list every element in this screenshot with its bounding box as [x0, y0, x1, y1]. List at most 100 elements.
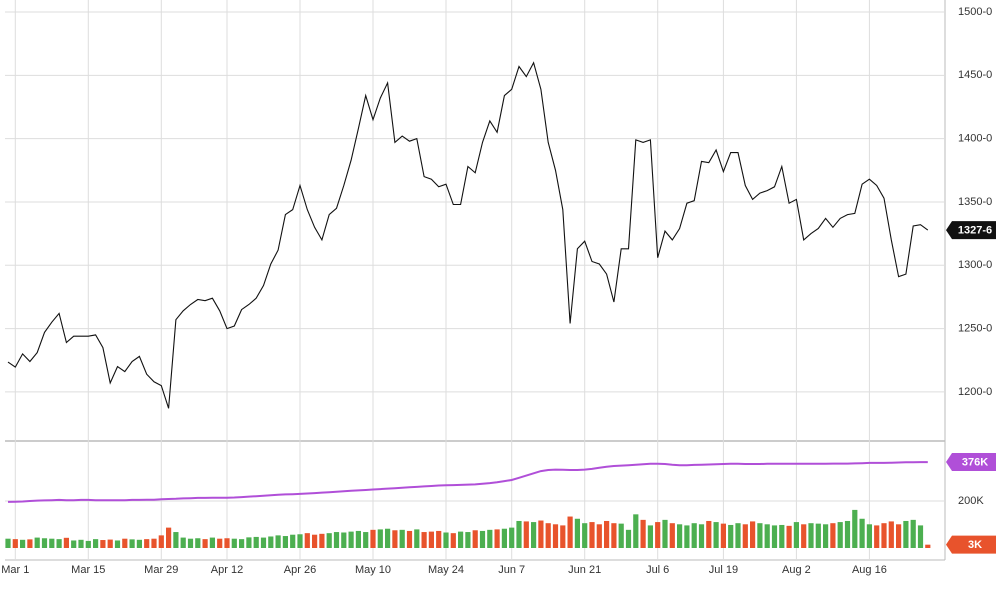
volume-bar: [268, 536, 274, 548]
volume-bar: [224, 538, 230, 548]
volume-bar: [655, 522, 661, 548]
volume-bar: [304, 533, 310, 548]
volume-bar: [604, 520, 610, 548]
volume-bar: [596, 524, 602, 548]
volume-bar: [494, 529, 500, 548]
x-tick-label: Apr 12: [211, 564, 243, 576]
volume-bar: [611, 523, 617, 548]
volume-bar: [173, 532, 179, 548]
x-tick-label: Jun 21: [568, 564, 601, 576]
volume-bar: [582, 523, 588, 548]
volume-bar: [487, 529, 493, 548]
volume-bar: [399, 529, 405, 548]
volume-bar: [450, 533, 456, 548]
x-tick-label: Jul 19: [709, 564, 738, 576]
volume-bar: [385, 528, 391, 548]
volume-bar: [217, 538, 223, 548]
volume-bar: [472, 530, 478, 548]
y-tick-label: 1450-0: [958, 69, 992, 81]
volume-bar: [523, 521, 529, 548]
volume-bar: [669, 523, 675, 548]
volume-bar: [202, 539, 208, 548]
volume-bar: [260, 537, 267, 548]
volume-bar: [312, 534, 318, 548]
x-tick-label: Aug 16: [852, 564, 887, 576]
volume-bar: [246, 537, 252, 548]
badge-label: 1327-6: [958, 225, 992, 237]
volume-bar: [78, 539, 84, 548]
y-tick-label: 1200-0: [958, 386, 992, 398]
volume-bar: [195, 538, 201, 548]
x-tick-label: Aug 2: [782, 564, 811, 576]
x-tick-label: Mar 29: [144, 564, 178, 576]
volume-bar: [114, 540, 121, 548]
volume-bar: [158, 535, 164, 548]
volume-bar: [85, 540, 91, 548]
x-tick-label: May 10: [355, 564, 391, 576]
volume-bar: [187, 538, 194, 548]
y-tick-label: 1500-0: [958, 6, 992, 18]
x-tick-label: Jul 6: [646, 564, 669, 576]
volume-bar: [392, 530, 398, 548]
volume-bar: [326, 533, 332, 548]
volume-bar: [509, 527, 515, 548]
volume-bar: [355, 530, 361, 548]
volume-bar: [896, 524, 902, 548]
volume-bar: [691, 523, 697, 548]
price-badge: [946, 453, 996, 472]
volume-bar: [815, 523, 821, 548]
volume-bar: [625, 529, 632, 548]
volume-bar: [647, 525, 653, 548]
volume-bar: [421, 532, 427, 548]
volume-bar: [501, 528, 507, 548]
y-tick-label: 1350-0: [958, 196, 992, 208]
x-tick-label: Mar 15: [71, 564, 105, 576]
volume-bar: [63, 537, 69, 548]
volume-bar: [465, 532, 471, 548]
volume-bar: [786, 525, 792, 548]
volume-bar: [866, 524, 872, 548]
x-tick-label: Jun 7: [498, 564, 525, 576]
volume-bar: [771, 525, 778, 548]
volume-bar: [12, 539, 18, 548]
y2-tick-label: 200K: [958, 495, 984, 507]
volume-bar: [41, 538, 48, 548]
volume-bar: [633, 514, 639, 548]
volume-bar: [144, 539, 150, 548]
y-tick-label: 1400-0: [958, 133, 992, 145]
price-line: [7, 61, 929, 409]
volume-bar: [370, 529, 376, 548]
volume-bar: [713, 522, 719, 548]
volume-bar: [297, 534, 303, 548]
volume-bar: [56, 539, 62, 548]
volume-bar: [151, 538, 157, 548]
volume-bar: [436, 530, 442, 548]
volume-bar: [764, 524, 770, 548]
volume-bar: [823, 524, 829, 548]
volume-bar: [589, 522, 595, 548]
volume-bar: [903, 520, 909, 548]
volume-bar: [706, 520, 712, 548]
volume-bar: [844, 520, 851, 548]
y-tick-label: 1300-0: [958, 259, 992, 271]
volume-bar: [180, 537, 186, 548]
volume-bar: [5, 538, 11, 548]
volume-bar: [290, 534, 296, 548]
volume-bar: [837, 522, 843, 548]
volume-bar: [881, 523, 887, 548]
open-interest-line: [7, 461, 928, 503]
volume-bar: [618, 523, 624, 548]
volume-bar: [341, 532, 347, 548]
volume-bar: [750, 521, 756, 548]
volume-bar: [830, 523, 836, 548]
volume-bar: [458, 531, 464, 548]
volume-bar: [640, 519, 646, 548]
volume-bar: [560, 525, 566, 548]
x-tick-label: Mar 1: [1, 564, 29, 576]
volume-bar: [20, 539, 26, 548]
volume-bar: [406, 530, 413, 548]
volume-bar: [888, 521, 894, 548]
volume-bar: [545, 523, 551, 548]
volume-bar: [122, 538, 128, 548]
volume-bar: [552, 524, 559, 548]
